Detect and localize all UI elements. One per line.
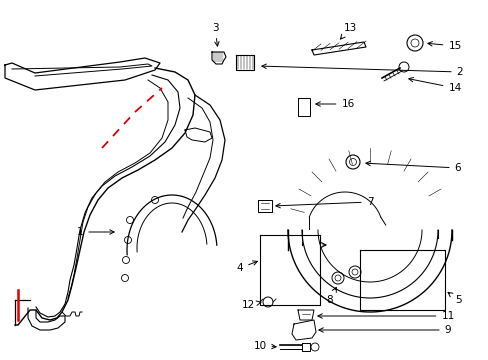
Text: 9: 9	[318, 325, 450, 335]
Text: 12: 12	[241, 300, 261, 310]
Text: 1: 1	[77, 227, 114, 237]
Text: 2: 2	[262, 64, 462, 77]
Text: 11: 11	[317, 311, 454, 321]
Text: 5: 5	[447, 292, 460, 305]
Text: 13: 13	[340, 23, 356, 39]
Text: 16: 16	[315, 99, 354, 109]
Text: 15: 15	[427, 41, 461, 51]
Text: 14: 14	[408, 77, 461, 93]
Text: 3: 3	[211, 23, 219, 46]
Text: 10: 10	[253, 341, 276, 351]
Text: 6: 6	[365, 161, 460, 173]
Text: 7: 7	[275, 197, 372, 208]
Text: 4: 4	[236, 261, 257, 273]
Text: 8: 8	[326, 287, 336, 305]
